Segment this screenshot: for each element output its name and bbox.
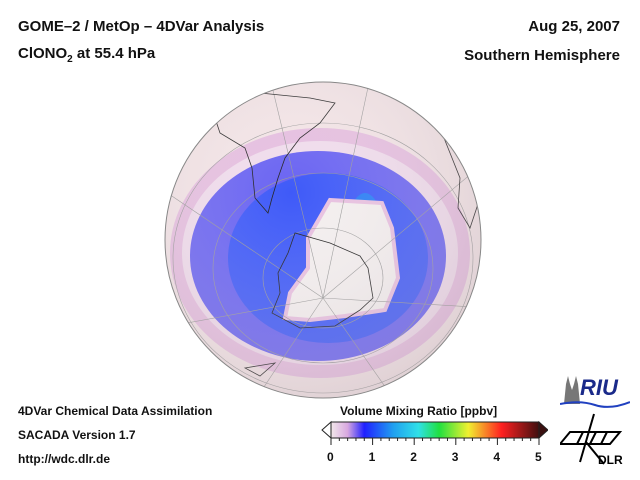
dlr-logo-text: DLR: [598, 453, 623, 467]
riu-logo: RIU: [560, 375, 630, 408]
riu-logo-text: RIU: [580, 375, 619, 400]
colorbar-max-arrow: [538, 420, 548, 440]
river-icon: [560, 401, 630, 408]
pressure-level: at 55.4 hPa: [72, 45, 156, 62]
colorbar-min-arrow: [321, 420, 332, 440]
dlr-emblem-icon: [560, 413, 623, 465]
colorbar-tick-label: 0: [327, 450, 334, 464]
footer-url[interactable]: http://wdc.dlr.de: [18, 452, 110, 466]
species-subscript: 2: [67, 54, 73, 65]
dlr-logo: DLR: [560, 413, 623, 467]
date-label: Aug 25, 2007: [528, 18, 620, 35]
colorbar-tick-label: 5: [535, 450, 542, 464]
colorbar-tick-label: 1: [368, 450, 376, 464]
plot-title: GOME–2 / MetOp – 4DVar Analysis: [18, 18, 265, 35]
globe-edge: [164, 81, 482, 399]
cathedral-icon: [564, 376, 580, 404]
colorbar-ticks: [330, 438, 540, 445]
hemisphere-label: Southern Hemisphere: [464, 47, 620, 64]
colorbar-tick-label: 4: [493, 450, 501, 464]
colorbar-tick-label: 2: [410, 450, 417, 464]
species-label: ClONO2 at 55.4 hPa: [18, 45, 155, 65]
colorbar-title: Volume Mixing Ratio [ppbv]: [340, 404, 498, 418]
colorbar: [321, 420, 548, 445]
species-name: ClONO: [18, 45, 68, 62]
footer-line-1: 4DVar Chemical Data Assimilation: [18, 404, 213, 418]
colorbar-gradient: [330, 421, 540, 439]
footer-line-2: SACADA Version 1.7: [18, 428, 136, 442]
colorbar-tick-label: 3: [451, 450, 459, 464]
globe-map: [164, 81, 482, 399]
